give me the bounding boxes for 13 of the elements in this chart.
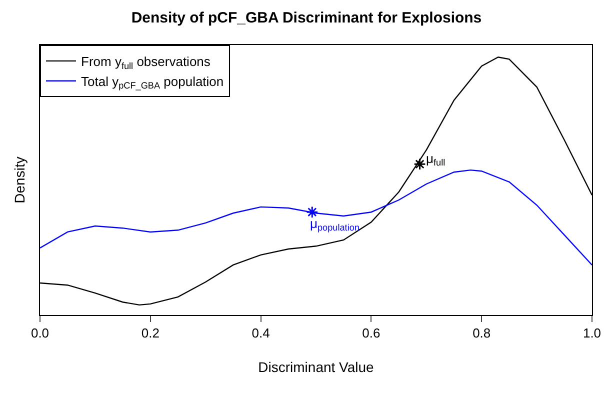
y-axis-title: Density (12, 156, 28, 204)
x-tick-label: 0.4 (252, 326, 270, 341)
x-tick-label: 0.6 (362, 326, 380, 341)
annotation: μ$_{full}$ (426, 151, 446, 168)
x-axis-title: Discriminant Value (258, 358, 374, 375)
x-tick-label: 0.0 (30, 326, 50, 341)
x-tick-label: 0.8 (472, 326, 491, 341)
x-tick-label: 0.2 (141, 326, 160, 341)
legend-label: From y$_{full}$ observations (81, 54, 211, 71)
legend-label: Total y$_{pCF_GBA}$ population (81, 74, 224, 91)
annotation: μ$_{population}$ (310, 216, 360, 233)
chart-title: Density of pCF_GBA Discriminant for Explosions (131, 9, 482, 26)
x-tick-label: 1.0 (582, 326, 602, 341)
